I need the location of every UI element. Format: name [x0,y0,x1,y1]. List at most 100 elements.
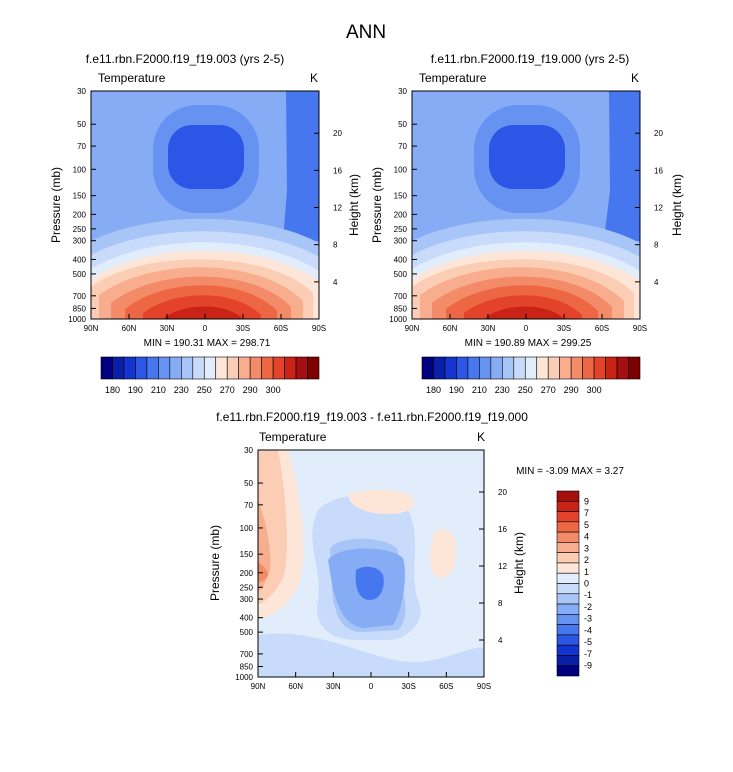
contour-field [258,450,484,677]
x-tick-label: 90S [633,324,647,333]
y-tick-label: 500 [394,270,408,279]
colorbar-swatch [556,521,580,533]
y-tick-label: 200 [394,210,408,219]
y-tick-label: 300 [73,237,87,246]
colorbar-swatch [556,500,580,512]
y-axis-label: Pressure (mb) [49,167,63,243]
colorbar-tick-label: 5 [584,520,589,530]
colorbar-swatch [593,356,606,380]
colorbar-swatch [547,356,560,380]
colorbar-swatch [307,356,320,380]
x-tick-label: 30N [326,682,341,691]
colorbar: 180 190 210 230 250 270 290 300 [421,356,641,395]
y-tick-label: 500 [73,270,87,279]
colorbar-tick-label: 2 [584,555,589,565]
min-max-stats: MIN = 190.31 MAX = 298.71 [144,338,271,349]
colorbar-swatch [272,356,285,380]
colorbar-tick-label: 270 [220,385,235,395]
y-tick-label: 850 [73,304,87,313]
x-tick-label: 60S [274,324,288,333]
variable-label: Temperature [419,71,487,85]
x-tick-label: 0 [369,682,374,691]
colorbar-tick-label: -7 [584,649,592,659]
y-tick-label: 70 [244,501,253,510]
x-tick-label: 30N [160,324,175,333]
colorbar-tick-label: 210 [151,385,166,395]
colorbar-swatch [556,634,580,646]
x-tick-label: 30S [402,682,416,691]
colorbar-swatch [181,356,194,380]
colorbar-swatch [556,490,580,502]
y-tick-label: 250 [240,583,254,592]
x-tick-label: 30S [236,324,250,333]
colorbar-swatch [100,356,113,380]
colorbar-tick-label: -9 [584,661,592,671]
y-tick-label: 100 [394,165,408,174]
y-tick-label: 700 [73,292,87,301]
y-tick-label: 150 [73,192,87,201]
colorbar-tick-label: -5 [584,637,592,647]
colorbar-swatch [284,356,297,380]
colorbar-tick-label: -2 [584,602,592,612]
colorbar-swatch [135,356,148,380]
colorbar-swatch [433,356,446,380]
x-tick-label: 30N [481,324,496,333]
colorbar-swatch [556,614,580,625]
x-tick-label: 90S [477,682,491,691]
y2-axis-label: Height (km) [670,174,684,236]
colorbar-tick-label: 3 [584,543,589,553]
y2-tick-label: 8 [498,599,503,608]
colorbar-tick-label: 190 [128,385,143,395]
y-tick-label: 50 [398,120,407,129]
colorbar-tick-label: 250 [518,385,533,395]
colorbar-swatch [556,644,580,656]
y2-tick-label: 4 [654,278,659,287]
x-tick-label: 90N [405,324,420,333]
y-axis-label: Pressure (mb) [370,167,384,243]
y-tick-label: 850 [240,662,254,671]
y2-tick-label: 12 [498,562,507,571]
y-tick-label: 150 [394,192,408,201]
y-tick-label: 1000 [235,673,253,682]
y2-tick-label: 12 [333,204,342,213]
contour-field [91,91,319,319]
panel-title: f.e11.rbn.F2000.f19_f19.003 (yrs 2-5) [86,52,285,66]
y-tick-label: 850 [394,304,408,313]
colorbar-swatch [559,356,572,380]
colorbar-tick-label: -3 [584,614,592,624]
x-tick-label: 90N [84,324,99,333]
colorbar-swatch [226,356,239,380]
colorbar-tick-label: 9 [584,496,589,506]
colorbar-tick-label: 230 [174,385,189,395]
colorbar-swatch [582,356,595,380]
x-tick-label: 60S [595,324,609,333]
panel-2: f.e11.rbn.F2000.f19_f19.000 (yrs 2-5) Te… [370,52,684,395]
colorbar-tick-label: 230 [495,385,510,395]
y-tick-label: 150 [240,550,254,559]
colorbar-swatch [556,542,580,553]
colorbar-swatch [123,356,136,380]
panel-title: f.e11.rbn.F2000.f19_f19.000 (yrs 2-5) [431,52,630,66]
x-tick-label: 90S [312,324,326,333]
colorbar-swatch [203,356,217,380]
colorbar-tick-label: 270 [541,385,556,395]
y2-tick-label: 16 [333,166,342,175]
colorbar-swatch [249,356,262,380]
x-tick-label: 30S [557,324,571,333]
y-tick-label: 1000 [389,315,407,324]
y2-tick-label: 8 [333,241,338,250]
y-tick-label: 1000 [68,315,86,324]
colorbar-tick-label: 190 [449,385,464,395]
colorbar-tick-label: 300 [266,385,281,395]
colorbar-swatch [238,356,251,380]
colorbar-swatch [570,356,583,380]
colorbar-swatch [524,356,538,380]
colorbar-swatch [467,356,480,380]
y-tick-label: 200 [240,569,254,578]
colorbar-tick-label: -1 [584,590,592,600]
y-tick-label: 100 [240,524,254,533]
colorbar-swatch [479,356,492,380]
variable-label: Temperature [98,71,166,85]
colorbar-swatch [556,572,580,584]
unit-label: K [631,71,639,85]
